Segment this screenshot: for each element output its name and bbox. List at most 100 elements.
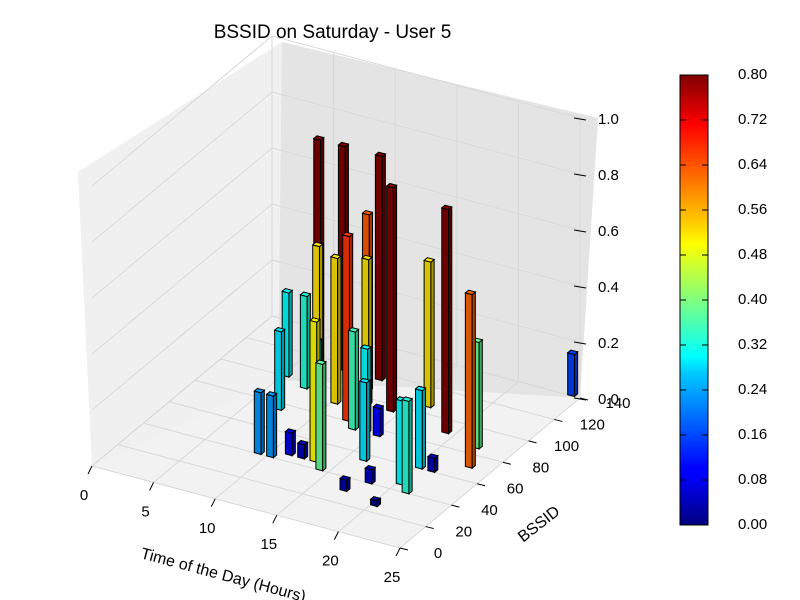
bar [401,396,414,495]
x-tick-label: 20 [322,553,339,570]
bar-top-face [337,141,350,148]
bar-top-face [359,344,372,350]
bar-side-face [337,254,342,406]
bar [374,151,387,382]
z-tick-label: 0.4 [598,279,619,296]
bar-top-face [401,396,414,402]
grid-line-y [91,465,401,549]
y-tick-mark [399,547,409,551]
bar-top-face [311,241,324,248]
y-tick-mark [451,504,460,508]
bar [273,326,286,412]
x-tick-mark [395,547,401,557]
z-tick-label: 0.6 [598,223,619,240]
bar-side-face [381,152,386,382]
colorbar-tick-label: 0.48 [738,246,768,263]
bar-top-face [372,403,385,410]
bar-front-face [423,259,432,409]
bar-top-face [273,326,286,333]
colorbar-ticks [680,74,708,526]
x-tick-label: 0 [80,487,88,504]
bar-front-face [372,406,381,438]
bar-top-face [329,253,342,260]
x-tick-mark [272,514,278,524]
y-tick-mark [528,440,537,444]
y-tick-label: 80 [533,459,550,476]
x-tick-mark [333,531,339,540]
bar [423,257,436,409]
bar-top-face [265,391,278,397]
y-tick-label: 40 [481,502,498,519]
bar-side-face [478,338,483,450]
bar-side-face [408,397,413,495]
bar-top-face [423,257,436,263]
colorbar-tick-label: 0.56 [738,201,768,218]
bar [299,291,312,391]
z-tick-mark [573,397,587,401]
z-tick-label: 0.8 [598,167,619,184]
bar-front-face [330,256,339,405]
x-tick-label: 5 [141,503,149,520]
bar-side-face [288,289,293,379]
bar-top-face [566,349,579,356]
bar-top-face [253,387,266,394]
grid-line-z [91,35,581,187]
bar [364,464,377,486]
bar-front-face [415,388,423,470]
grid-line-y [143,422,452,506]
y-tick-label: 140 [605,395,630,412]
bar-top-face [440,204,453,211]
z-tick-mark [573,117,587,121]
bar [426,453,439,474]
grid-line-z [91,91,581,243]
x-tick-mark [87,465,93,475]
colorbar-tick-label: 0.08 [738,471,768,488]
x-tick-mark [149,482,155,491]
y-tick-label: 120 [580,416,605,433]
bar-top-face [361,209,374,216]
colorbar-tick-label: 0.40 [738,291,768,308]
z-tick-label: 0.2 [598,335,619,352]
bar [414,385,427,471]
side-pane [278,42,598,398]
y-tick-mark [579,397,589,401]
colorbar-tick-label: 0.72 [738,111,768,128]
bar-side-face [322,360,327,472]
y-tick-mark [502,461,511,465]
colorbar-tick-label: 0.00 [738,516,768,533]
bar-front-face [297,442,305,460]
bar-top-face [464,289,477,296]
bar-front-face [284,430,293,457]
bar-top-face [308,317,322,323]
grid-line-z [91,259,581,411]
bar-front-face [441,207,450,435]
y-tick-mark [425,526,434,530]
chart-title: BSSID on Saturday - User 5 [213,22,452,43]
x-tick-mark [210,498,216,508]
bar-front-face [401,398,410,495]
bar-front-face [386,185,394,413]
z-tick-label: 1.0 [598,111,619,128]
y-tick-mark [554,418,563,422]
bar-side-face [392,184,398,414]
bar-side-face [260,389,265,456]
grid-line-y [117,444,426,528]
x-tick-label: 25 [384,569,401,586]
bar-top-face [284,428,297,434]
y-axis-label: BSSID [515,503,563,546]
grid-line-z [91,203,581,355]
bar-top-face [347,327,360,333]
z-tick-mark [573,341,587,345]
bar [253,387,266,456]
bar-front-face [315,362,324,472]
z-tick-label: 0.0 [598,391,619,408]
bar-side-face [421,386,427,471]
bar-front-face [427,455,436,474]
bar [566,349,579,398]
bar-side-face [272,392,278,459]
bar [265,391,278,459]
left-pane [78,42,282,466]
bar-top-face [385,182,398,189]
bar-front-face [567,352,575,398]
